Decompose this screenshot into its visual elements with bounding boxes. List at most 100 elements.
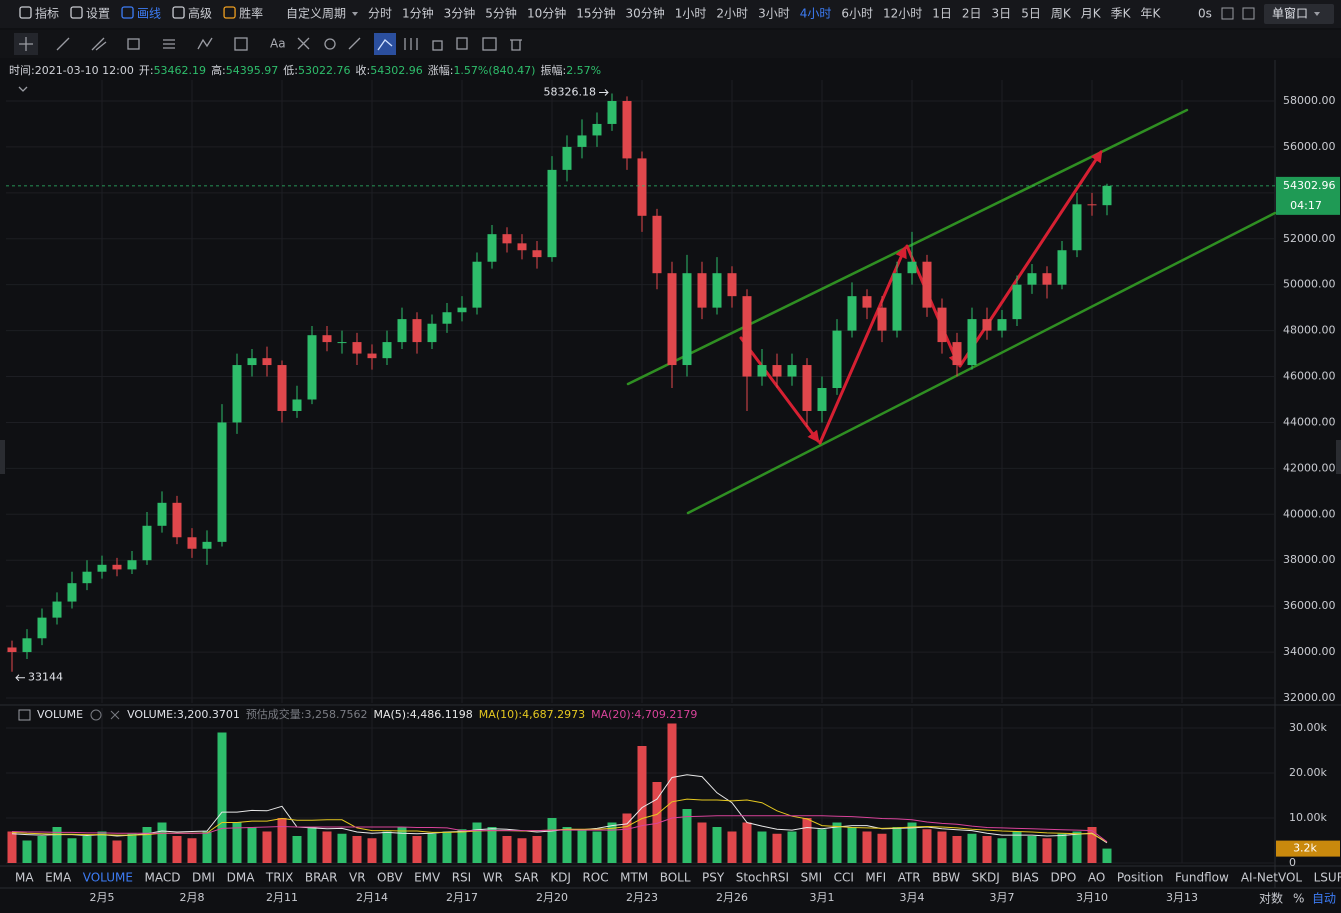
period[interactable]: 分时 [368,7,392,21]
icon-ruler[interactable] [348,37,361,50]
indicator-tab[interactable]: SKDJ [972,871,1000,885]
icon-line[interactable] [56,37,70,51]
indicator-tab[interactable]: VOLUME [83,871,133,885]
period[interactable]: 12小时 [883,7,922,21]
period[interactable]: 1分钟 [402,6,434,21]
indicator-tab[interactable]: MTM [620,871,648,885]
candle-body [922,261,932,308]
period[interactable]: 3日 [992,7,1012,21]
font-tool[interactable]: Aa [270,37,286,51]
period[interactable]: 5日 [1021,7,1041,21]
indicator-tab[interactable]: ROC [582,871,608,885]
icon-channel[interactable] [91,37,107,51]
indicator-tab[interactable]: KDJ [550,871,571,885]
indicator-tab[interactable]: EMA [45,871,72,885]
indicator-tab[interactable]: SAR [514,871,538,885]
icon-rect[interactable] [127,38,140,50]
indicator-tab[interactable]: EMV [414,871,441,885]
candle-body [457,307,467,313]
toolbar-item[interactable]: 画线 [137,7,161,21]
toolbar-item[interactable]: 设置 [86,7,110,21]
period[interactable]: 6小时 [841,7,873,21]
indicator-tab[interactable]: Position [1117,871,1164,885]
period[interactable]: 周K [1051,7,1072,21]
toolbar-icon [121,6,134,19]
indicator-tab[interactable]: BIAS [1011,871,1039,885]
trend-arrow [739,336,820,443]
period[interactable]: 1日 [932,7,952,21]
volume-bar [802,818,812,863]
icon-brush[interactable] [297,37,310,50]
indicator-tab[interactable]: MA [15,871,34,885]
toolbar-item[interactable]: 胜率 [239,6,263,21]
icon-copy[interactable] [456,37,468,50]
indicator-tab[interactable]: AI-NetVOL [1241,871,1303,885]
indicator-tab[interactable]: DMI [192,871,215,885]
icon-bars[interactable] [404,38,418,50]
indicator-tab[interactable]: BRAR [305,871,338,885]
indicator-tab[interactable]: VR [349,871,366,885]
toolbar-item[interactable]: 高级 [188,6,212,21]
toolbar-item[interactable]: 指标 [35,6,59,21]
volume-bar [532,836,542,863]
window-mode[interactable]: 单窗口 [1272,7,1308,21]
indicator-tab[interactable]: CCI [834,871,854,885]
volume-bar [922,829,932,863]
icon-magnet[interactable] [324,38,336,50]
indicator-tab[interactable]: AO [1088,871,1105,885]
indicator-tab[interactable]: BOLL [660,871,691,885]
icon-delete[interactable] [510,39,522,51]
period[interactable]: 5分钟 [485,6,517,21]
indicator-tab[interactable]: DMA [227,871,256,885]
indicator-tab[interactable]: LSUR [1314,871,1341,885]
period[interactable]: 4小时 [800,7,832,21]
scale-option[interactable]: 对数 [1259,891,1283,906]
indicator-tab[interactable]: BBW [932,871,960,885]
indicator-tab[interactable]: OBV [377,871,403,885]
period[interactable]: 2日 [962,7,982,21]
indicator-tab[interactable]: MFI [865,871,886,885]
period[interactable]: 季K [1111,7,1132,21]
period[interactable]: 2小时 [716,7,748,21]
info-value: 2021-03-10 12:00 [35,64,134,77]
scale-option[interactable]: 自动 [1312,892,1336,906]
indicator-tab[interactable]: PSY [702,871,725,885]
volume-bar [52,827,62,863]
icon-settings[interactable] [1242,7,1255,20]
icon-fullscreen[interactable] [1221,7,1234,20]
indicator-tab[interactable]: TRIX [265,871,293,885]
icon-crosshair[interactable] [19,37,33,51]
period[interactable]: 3小时 [758,7,790,21]
indicator-tab[interactable]: StochRSI [736,871,789,885]
side-tab[interactable] [1336,440,1341,474]
side-tab[interactable] [0,440,5,474]
indicator-tab[interactable]: Fundflow [1175,871,1229,885]
icon-pen[interactable] [377,39,393,51]
indicator-tab[interactable]: WR [483,871,503,885]
icon-eye[interactable] [90,709,102,721]
icon-grid[interactable] [234,37,248,51]
icon-collapse[interactable] [18,86,28,92]
period[interactable]: 10分钟 [527,6,566,21]
period[interactable]: 30分钟 [626,6,665,21]
scale-option[interactable]: % [1293,892,1304,906]
period[interactable]: 3分钟 [444,6,476,21]
indicator-tab[interactable]: MACD [144,871,180,885]
icon-fib[interactable] [163,39,175,49]
period[interactable]: 年K [1140,7,1161,21]
candle-body [217,422,227,542]
indicator-tab[interactable]: ATR [898,871,921,885]
icon-lock[interactable] [432,40,443,51]
indicator-tab[interactable]: DPO [1050,871,1076,885]
window-button[interactable] [1264,4,1334,24]
period[interactable]: 15分钟 [576,6,615,21]
icon-close[interactable] [110,710,120,720]
icon-wave[interactable] [197,37,213,50]
icon-screenshot[interactable] [482,37,497,51]
volume-bar [442,831,452,863]
custom-period[interactable]: 自定义周期 [286,6,346,21]
period[interactable]: 1小时 [675,7,707,21]
indicator-tab[interactable]: SMI [801,871,823,885]
indicator-tab[interactable]: RSI [452,871,472,885]
period[interactable]: 月K [1081,7,1102,21]
